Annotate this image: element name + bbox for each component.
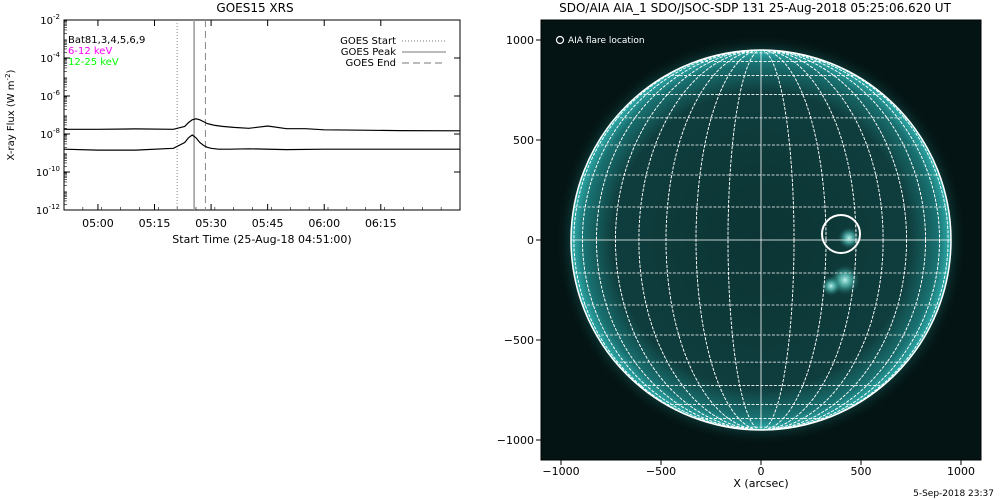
goes-y-tick-label: 10-4: [40, 51, 60, 65]
goes-x-axis-label: Start Time (25-Aug-18 04:51:00): [172, 233, 351, 246]
legend-label-12-25kev: 12-25 keV: [68, 57, 119, 68]
active-regions: [821, 227, 860, 296]
legend-label-6-12kev: 6-12 keV: [68, 46, 112, 57]
goes-x-tick-label: 05:15: [139, 217, 171, 230]
aia-x-tick-label: 500: [851, 465, 872, 478]
aia-y-axis: −1000 −500 0 500 1000: [497, 34, 541, 447]
goes-xrs-chart: GOES15 XRS 10-12 10-10 10-8 10-6 10-4 10-2 05…: [4, 1, 461, 246]
goes-y-axis-label: X-ray Flux (W m-2): [4, 69, 17, 160]
legend-goes-start: GOES Start: [340, 36, 396, 47]
legend-goes-peak: GOES Peak: [341, 47, 396, 58]
goes-x-tick-label: 05:45: [252, 217, 284, 230]
legend-goes-end: GOES End: [346, 58, 396, 69]
aia-x-axis: −1000 −500 0 500 1000: [542, 460, 975, 478]
goes-x-tick-label: 06:00: [308, 217, 340, 230]
flare-location-circle: [821, 214, 861, 254]
aia-x-tick-label: −500: [646, 465, 676, 478]
solar-limb-outline: [570, 49, 952, 431]
active-region-glow: [838, 227, 860, 249]
aia-y-tick-label: 0: [527, 234, 534, 247]
goes-y-tick-label: 10-12: [36, 203, 60, 217]
aia-y-tick-label: 500: [513, 134, 534, 147]
flare-legend-label: AIA flare location: [568, 36, 645, 46]
footer-timestamp: 5-Sep-2018 23:37: [913, 489, 994, 499]
active-region-glow: [821, 276, 841, 296]
aia-x-tick-label: 0: [758, 465, 765, 478]
flare-legend-marker: [555, 35, 565, 45]
goes-y-tick-label: 10-2: [40, 13, 60, 27]
goes-x-tick-label: 05:30: [195, 217, 227, 230]
goes-x-tick-label: 05:00: [82, 217, 114, 230]
aia-y-tick-label: −1000: [497, 434, 534, 447]
goes-y-tick-label: 10-6: [40, 89, 60, 103]
aia-y-tick-label: −500: [504, 334, 534, 347]
goes-y-axis: 10-12 10-10 10-8 10-6 10-4 10-2: [36, 13, 460, 217]
aia-image-panel: SDO/AIA AIA_1 SDO/JSOC-SDP 131 25-Aug-20…: [497, 1, 982, 490]
aia-y-tick-label: 1000: [506, 34, 534, 47]
goes-plot-frame: [63, 19, 461, 211]
goes-legend-left: Bat81,3,4,5,6,9 6-12 keV 12-25 keV: [68, 35, 145, 68]
goes-x-axis: 05:00 05:15 05:30 05:45 06:00 06:15: [63, 20, 461, 230]
goes-event-lines: [176, 20, 206, 210]
aia-x-axis-label: X (arcsec): [733, 477, 788, 490]
longitude-line: [596, 49, 926, 431]
goes-chart-title: GOES15 XRS: [216, 1, 293, 15]
aia-x-tick-label: −1000: [542, 465, 579, 478]
longitude-line: [727, 49, 795, 431]
goes-y-tick-label: 10-10: [36, 165, 60, 179]
aia-title: SDO/AIA AIA_1 SDO/JSOC-SDP 131 25-Aug-20…: [559, 1, 951, 15]
goes-legend-right: GOES Start GOES Peak GOES End: [340, 36, 446, 69]
goes-series-long-channel: [64, 118, 461, 132]
goes-series-short-channel: [63, 134, 460, 151]
legend-label-channels: Bat81,3,4,5,6,9: [68, 35, 145, 46]
aia-x-tick-label: 1000: [947, 465, 975, 478]
goes-x-tick-label: 06:15: [365, 217, 397, 230]
goes-y-tick-label: 10-8: [40, 127, 60, 141]
goes-series-group: [63, 118, 461, 151]
